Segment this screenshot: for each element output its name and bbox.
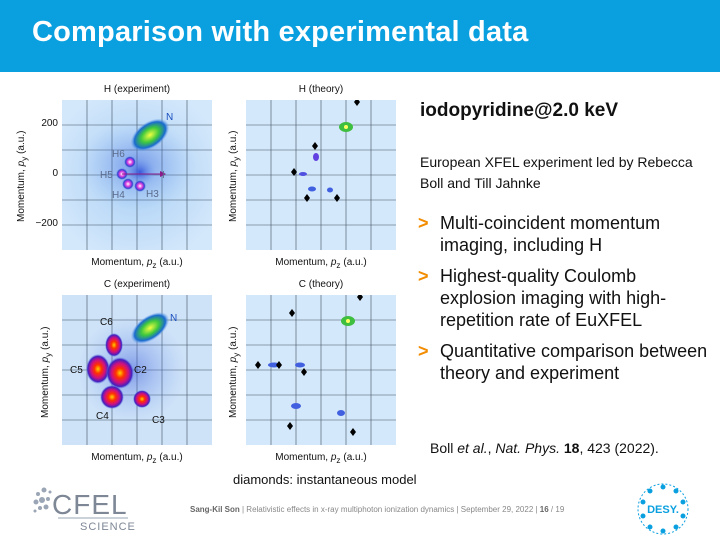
peak-label: C6 <box>100 317 113 328</box>
density-blob <box>295 362 305 368</box>
cfel-logo: CFEL SCIENCE <box>33 487 136 533</box>
bullet-marker: > <box>418 266 429 286</box>
panel-title-c-experiment: C (experiment) <box>103 279 171 290</box>
diamond-marker <box>255 361 261 369</box>
peak-labels: N C6 C5 C2 C4 C3 <box>70 313 177 426</box>
density-blob <box>337 410 345 416</box>
panel-title-h-theory: H (theory) <box>298 84 344 95</box>
density-blob <box>327 187 333 193</box>
desy-ring <box>637 483 689 535</box>
density-blob <box>308 186 316 192</box>
panel-title-c-theory: C (theory) <box>298 279 344 290</box>
cfel-dots <box>33 487 52 513</box>
grid <box>246 295 396 445</box>
bullet-marker: > <box>418 213 429 233</box>
bullet-item: > Highest-quality Coulomb explosion imagi… <box>418 266 667 330</box>
bullet-list: > Multi-coincident momentum imaging, incl… <box>418 212 708 393</box>
x-axis-label: Momentum, pz (a.u.) <box>91 452 183 465</box>
peak-labels: N H6 H5 I H4 H3 <box>100 112 173 201</box>
x-axis-label: Momentum, pz (a.u.) <box>275 257 367 270</box>
y-axis-label: Momentum, py (a.u.) <box>228 326 241 418</box>
header-bar: Comparison with experimental data <box>0 0 720 72</box>
section-heading: iodopyridine@2.0 keV <box>420 100 619 121</box>
peak-label: C5 <box>70 365 83 376</box>
citation: Boll et al., Nat. Phys. 18, 423 (2022). <box>430 440 659 456</box>
experiment-description: European XFEL experiment led by Rebecca … <box>420 154 693 191</box>
plot-c-theory <box>246 295 396 445</box>
peak-label: H4 <box>112 190 125 201</box>
diamond-marker <box>289 309 295 317</box>
peak-label: H3 <box>146 189 159 200</box>
y-tick-label: 200 <box>41 118 58 129</box>
diamonds-note: diamonds: instantaneous model <box>233 472 417 487</box>
diamond-marker <box>334 194 340 202</box>
grid <box>246 100 396 250</box>
diamond-marker <box>301 368 307 376</box>
density-blob <box>299 172 307 176</box>
diamond-marker <box>304 194 310 202</box>
density-blob-h3 <box>134 180 146 192</box>
density-blob <box>313 153 319 161</box>
peak-label: H6 <box>112 149 125 160</box>
peak-label: C4 <box>96 411 109 422</box>
density-blob-h6 <box>124 156 136 168</box>
density-blob <box>291 403 301 409</box>
diamond-marker <box>357 295 363 301</box>
footer-text: Sang-Kil Son | Relativistic effects in x… <box>190 505 565 514</box>
peak-label: N <box>166 112 173 123</box>
bullet-item: > Multi-coincident momentum imaging, incl… <box>418 213 661 255</box>
diamond-marker <box>350 428 356 436</box>
density-blob-c2 <box>106 357 134 389</box>
y-tick-label: −200 <box>35 218 58 229</box>
cfel-wordmark: CFEL <box>52 489 128 520</box>
desy-logo: DESY. <box>637 483 689 535</box>
diamond-marker <box>276 361 282 369</box>
cfel-subtitle: SCIENCE <box>80 521 136 533</box>
arrow-head <box>160 171 166 177</box>
peak-label: C2 <box>134 365 147 376</box>
diamond-marker <box>354 100 360 106</box>
density-blob-c3 <box>133 390 151 408</box>
density-blob-core <box>346 319 350 323</box>
diamond-marker <box>312 142 318 150</box>
density-blob-h4 <box>122 178 134 190</box>
density-blob-n <box>130 118 170 152</box>
desy-wordmark: DESY. <box>647 504 679 516</box>
x-axis-label: Momentum, pz (a.u.) <box>91 257 183 270</box>
density-blob-c6 <box>105 333 123 357</box>
plot-h-theory <box>246 100 396 250</box>
density-blob-n <box>130 312 170 344</box>
footer: Sang-Kil Son | Relativistic effects in x… <box>0 500 720 540</box>
y-axis-label: Momentum, py (a.u.) <box>228 130 241 222</box>
density-blob-core <box>344 125 348 129</box>
theory-diamonds <box>255 295 363 436</box>
peak-label: C3 <box>152 415 165 426</box>
peak-label: N <box>170 313 177 324</box>
y-tick-label: 0 <box>52 168 58 179</box>
plot-h-experiment: N H6 H5 I H4 H3 <box>62 100 212 250</box>
bullet-item: > Quantitative comparison between theory … <box>418 341 708 383</box>
diamond-marker <box>287 422 293 430</box>
y-axis-label: Momentum, py (a.u.) <box>40 326 53 418</box>
plot-c-experiment: N C6 C5 C2 C4 C3 <box>62 295 212 445</box>
density-blob-c5 <box>86 354 110 384</box>
density-blob-c4 <box>100 385 124 409</box>
diamond-marker <box>291 168 297 176</box>
panel-title-h-experiment: H (experiment) <box>103 84 171 95</box>
slide-title: Comparison with experimental data <box>32 16 529 48</box>
desy-dots <box>640 484 686 534</box>
peak-label: H5 <box>100 170 113 181</box>
x-axis-label: Momentum, pz (a.u.) <box>275 452 367 465</box>
bullet-marker: > <box>418 341 429 361</box>
peak-label: I <box>162 170 165 181</box>
theory-diamonds <box>291 100 360 202</box>
